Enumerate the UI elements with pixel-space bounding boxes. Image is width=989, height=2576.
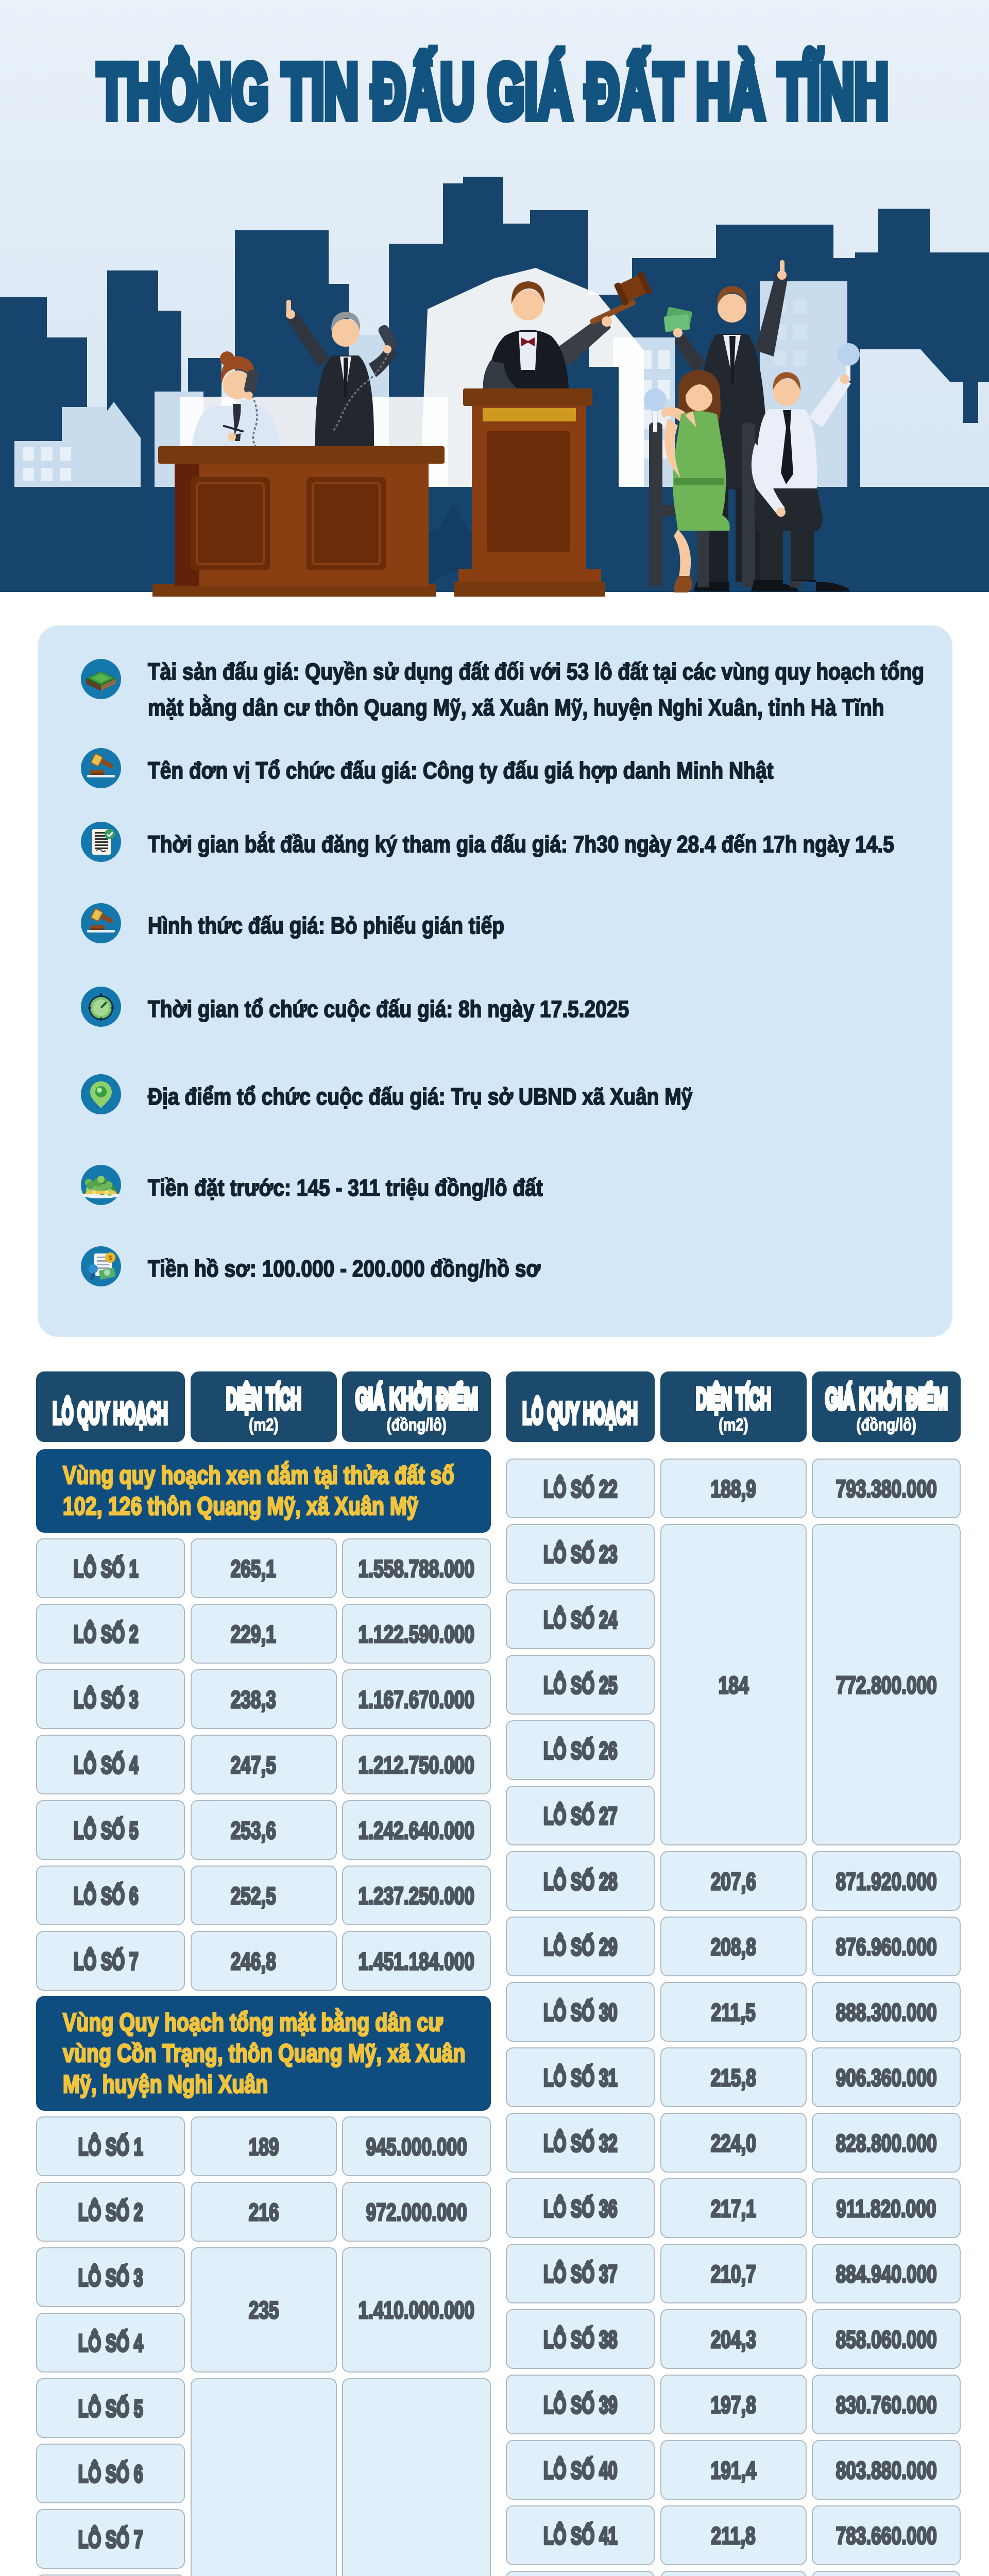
svg-text:$: $ [108,1254,112,1262]
svg-text:THÔNG TIN ĐẤU GIÁ ĐẤT HÀ TĨNH: THÔNG TIN ĐẤU GIÁ ĐẤT HÀ TĨNH [97,48,889,134]
